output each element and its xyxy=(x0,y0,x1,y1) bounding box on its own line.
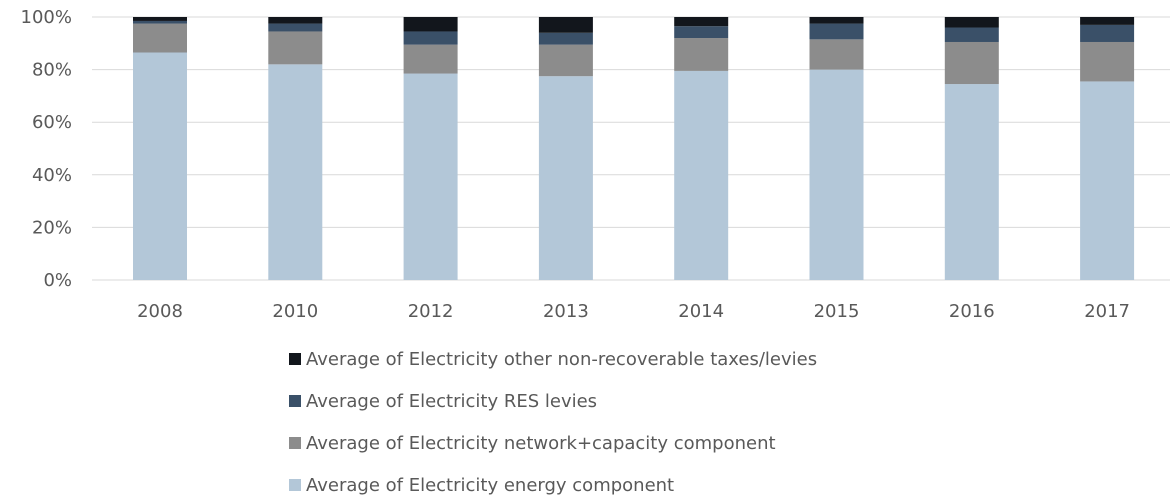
bar-segment xyxy=(674,38,729,71)
bar-segment xyxy=(403,44,458,74)
y-tick-label: 20% xyxy=(32,217,72,238)
bar-segment xyxy=(538,44,593,77)
bar-segment xyxy=(1080,81,1135,280)
legend-label: Average of Electricity other non-recover… xyxy=(306,349,817,370)
bar-segment xyxy=(944,84,999,280)
bar-segment xyxy=(674,70,729,280)
bar-segment xyxy=(809,17,864,24)
y-tick-label: 100% xyxy=(21,7,72,28)
legend: Average of Electricity other non-recover… xyxy=(289,349,817,496)
bar-segment xyxy=(268,64,323,280)
x-axis: 2008 2010 2012 2013 2014 2015 2016 2017 xyxy=(137,301,1130,322)
bar-segment xyxy=(944,41,999,85)
bar-segment xyxy=(538,32,593,45)
gridlines xyxy=(92,16,1170,281)
x-tick-label: 2013 xyxy=(543,301,589,322)
bar-segment xyxy=(403,17,458,32)
bar-segment xyxy=(1080,41,1135,82)
legend-swatch xyxy=(289,479,301,491)
legend-swatch xyxy=(289,437,301,449)
bar-segment xyxy=(133,52,187,280)
bar-segment xyxy=(133,17,187,21)
bar-segment xyxy=(268,31,323,65)
bar-segment xyxy=(674,26,729,39)
x-tick-label: 2016 xyxy=(949,301,995,322)
bars xyxy=(133,17,1135,280)
y-tick-label: 60% xyxy=(32,112,72,133)
y-tick-label: 40% xyxy=(32,165,72,186)
legend-label: Average of Electricity energy component xyxy=(306,475,674,496)
y-axis: 0% 20% 40% 60% 80% 100% xyxy=(21,7,72,291)
bar-segment xyxy=(809,39,864,70)
bar-segment xyxy=(809,69,864,280)
bar-segment xyxy=(133,23,187,53)
bar-segment xyxy=(538,76,593,280)
legend-label: Average of Electricity RES levies xyxy=(306,391,597,412)
legend-swatch xyxy=(289,395,301,407)
bar-segment xyxy=(268,23,323,32)
x-tick-label: 2017 xyxy=(1084,301,1130,322)
bar-segment xyxy=(403,73,458,280)
bar-segment xyxy=(674,17,729,27)
bar-segment xyxy=(538,17,593,33)
x-tick-label: 2008 xyxy=(137,301,183,322)
y-tick-label: 0% xyxy=(43,270,72,291)
bar-segment xyxy=(133,20,187,24)
legend-label: Average of Electricity network+capacity … xyxy=(306,433,776,454)
bar-segment xyxy=(944,27,999,42)
bar-segment xyxy=(809,23,864,40)
x-tick-label: 2014 xyxy=(678,301,724,322)
legend-swatch xyxy=(289,353,301,365)
x-tick-label: 2010 xyxy=(272,301,318,322)
x-tick-label: 2012 xyxy=(408,301,454,322)
bar-segment xyxy=(944,17,999,28)
x-tick-label: 2015 xyxy=(814,301,860,322)
bar-segment xyxy=(403,31,458,45)
bar-segment xyxy=(268,17,323,24)
bar-segment xyxy=(1080,17,1135,25)
bar-segment xyxy=(1080,24,1135,42)
y-tick-label: 80% xyxy=(32,60,72,81)
